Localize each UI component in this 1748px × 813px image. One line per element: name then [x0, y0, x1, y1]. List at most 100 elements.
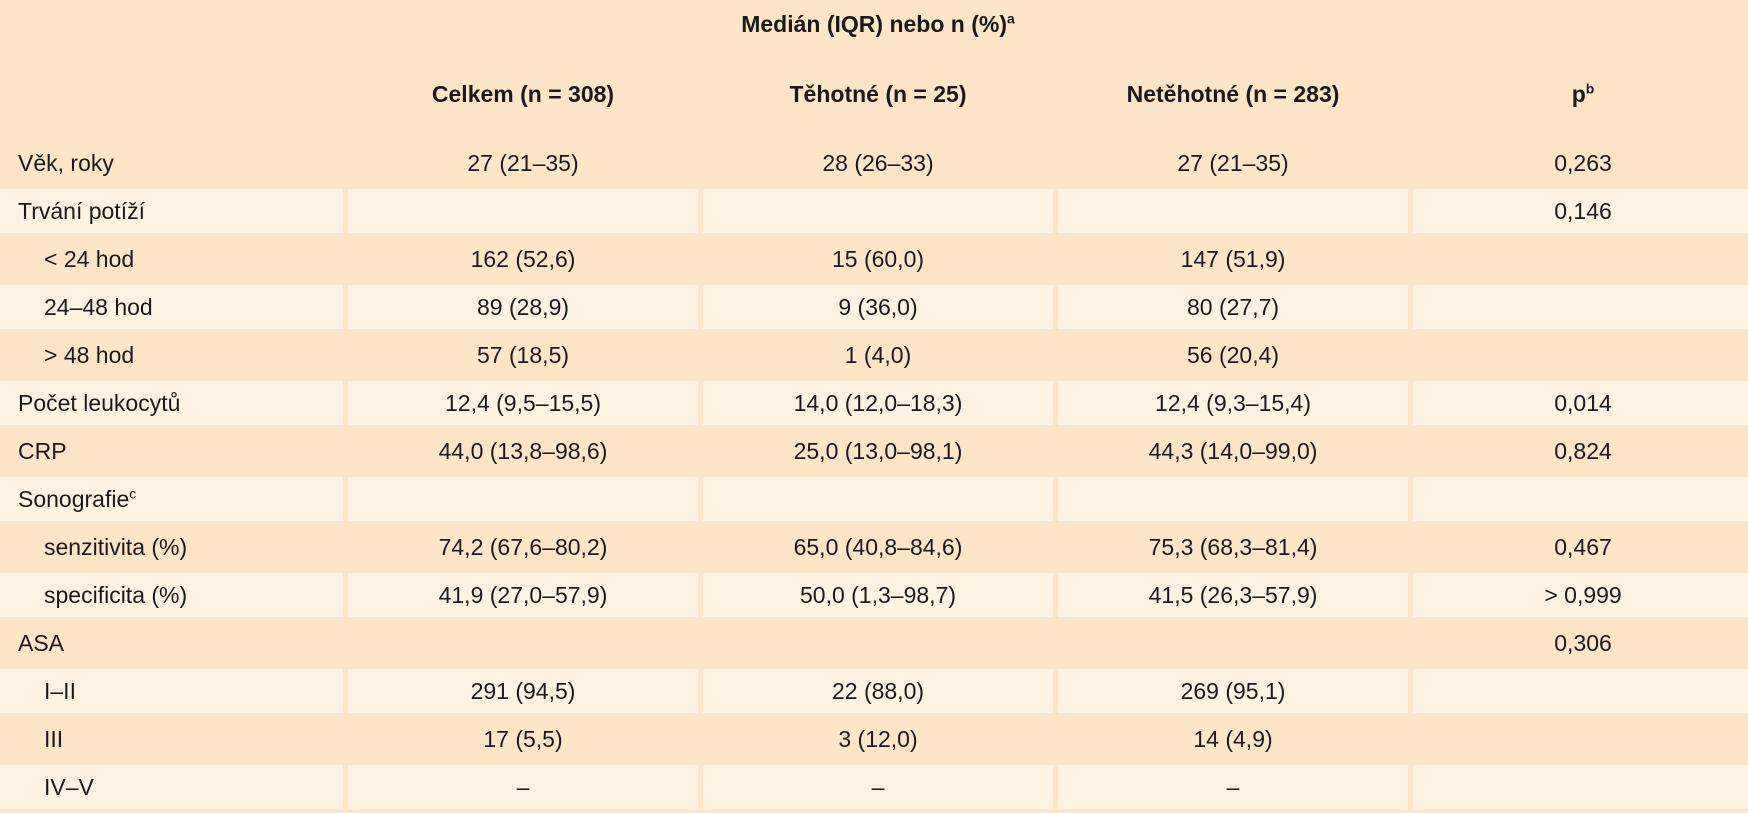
value-p-cell — [1413, 333, 1748, 377]
value-p-cell: 0,306 — [1413, 621, 1748, 665]
value-pregnant: 1 (4,0) — [844, 341, 912, 368]
value-total-cell: 57 (18,5) — [348, 333, 698, 377]
table-row: senzitivita (%) 74,2 (67,6–80,2) 65,0 (40,… — [0, 525, 1748, 569]
column-header-total-label: Celkem (n = 308) — [431, 81, 615, 107]
table-row: CRP 44,0 (13,8–98,6) 25,0 (13,0–98,1) 44,3 … — [0, 429, 1748, 473]
value-total: 12,4 (9,5–15,5) — [444, 389, 601, 416]
row-label-cell: ASA — [0, 621, 343, 665]
value-nonpregnant: 269 (95,1) — [1180, 677, 1286, 704]
table-row: Věk, roky 27 (21–35) 28 (26–33) 27 (21–35) 0… — [0, 141, 1748, 185]
value-pregnant: 65,0 (40,8–84,6) — [793, 533, 963, 560]
value-pregnant-cell: 50,0 (1,3–98,7) — [703, 573, 1053, 617]
value-nonpregnant-cell: 80 (27,7) — [1058, 285, 1409, 329]
value-nonpregnant-cell: 56 (20,4) — [1058, 333, 1409, 377]
value-nonpregnant-cell: 75,3 (68,3–81,4) — [1058, 525, 1409, 569]
value-nonpregnant-cell: 27 (21–35) — [1058, 141, 1409, 185]
value-pregnant-cell: 14,0 (12,0–18,3) — [703, 381, 1053, 425]
value-total: 74,2 (67,6–80,2) — [438, 533, 608, 560]
value-p: > 0,999 — [1544, 581, 1622, 608]
value-total-cell: 12,4 (9,5–15,5) — [348, 381, 698, 425]
value-total-cell: 291 (94,5) — [348, 669, 698, 713]
value-nonpregnant: 12,4 (9,3–15,4) — [1155, 389, 1312, 416]
row-label-cell: Trvání potíží — [0, 189, 343, 233]
table-row: IV–V – – – — [0, 765, 1748, 809]
value-nonpregnant: 80 (27,7) — [1186, 293, 1280, 320]
value-total: – — [516, 773, 530, 800]
row-label: 24–48 hod — [44, 293, 153, 320]
value-p-cell: 0,014 — [1413, 381, 1748, 425]
value-pregnant-cell: 9 (36,0) — [703, 285, 1053, 329]
value-p-cell — [1413, 477, 1748, 521]
row-label: III — [44, 725, 64, 752]
value-total: 89 (28,9) — [476, 293, 570, 320]
group-header-row: Medián (IQR) nebo n (%)a — [0, 0, 1748, 48]
row-label-cell: > 48 hod — [0, 333, 343, 377]
value-pregnant: 14,0 (12,0–18,3) — [793, 389, 963, 416]
value-pregnant-cell: 1 (4,0) — [703, 333, 1053, 377]
value-pregnant: 3 (12,0) — [838, 725, 918, 752]
value-total: 27 (21–35) — [467, 149, 579, 176]
value-pregnant-cell: 65,0 (40,8–84,6) — [703, 525, 1053, 569]
group-header-spacer-right — [1413, 0, 1748, 48]
table-body: Věk, roky 27 (21–35) 28 (26–33) 27 (21–35) 0… — [0, 141, 1748, 809]
value-p-cell — [1413, 765, 1748, 809]
table-row: specificita (%) 41,9 (27,0–57,9) 50,0 (1,3… — [0, 573, 1748, 617]
row-label: Sonografie — [18, 485, 130, 512]
row-label: > 48 hod — [44, 341, 135, 368]
row-label-cell: 24–48 hod — [0, 285, 343, 329]
value-pregnant-cell: 3 (12,0) — [703, 717, 1053, 761]
value-total-cell: 74,2 (67,6–80,2) — [348, 525, 698, 569]
value-p: 0,263 — [1554, 149, 1612, 176]
column-header-p-sup: b — [1585, 80, 1595, 97]
group-header-title-sup: a — [1007, 9, 1015, 26]
row-label-cell: I–II — [0, 669, 343, 713]
value-pregnant-cell — [703, 621, 1053, 665]
row-label: senzitivita (%) — [44, 533, 188, 560]
value-p: 0,306 — [1554, 629, 1612, 656]
table-row: Trvání potíží 0,146 — [0, 189, 1748, 233]
value-total: 291 (94,5) — [470, 677, 576, 704]
row-label-cell: IV–V — [0, 765, 343, 809]
value-total: 17 (5,5) — [483, 725, 563, 752]
value-p: 0,824 — [1554, 437, 1612, 464]
value-total-cell — [348, 189, 698, 233]
row-label-cell: Počet leukocytů — [0, 381, 343, 425]
value-p-cell: 0,146 — [1413, 189, 1748, 233]
value-nonpregnant-cell: 41,5 (26,3–57,9) — [1058, 573, 1409, 617]
group-header-title-text: Medián (IQR) nebo n (%) — [741, 10, 1007, 37]
value-p-cell — [1413, 285, 1748, 329]
row-label: I–II — [44, 677, 76, 704]
row-label-cell: Sonografiec — [0, 477, 343, 521]
row-label-cell: senzitivita (%) — [0, 525, 343, 569]
column-header-p-label: p — [1571, 81, 1586, 107]
value-pregnant: 50,0 (1,3–98,7) — [799, 581, 956, 608]
table-row: Počet leukocytů 12,4 (9,5–15,5) 14,0 (12,0… — [0, 381, 1748, 425]
value-p-cell — [1413, 237, 1748, 281]
table-row: I–II 291 (94,5) 22 (88,0) 269 (95,1) — [0, 669, 1748, 713]
row-label-cell: CRP — [0, 429, 343, 473]
column-header-p: pb — [1413, 52, 1748, 137]
value-pregnant: 15 (60,0) — [831, 245, 925, 272]
value-pregnant-cell: 28 (26–33) — [703, 141, 1053, 185]
row-label: Věk, roky — [18, 149, 114, 176]
value-total: 41,9 (27,0–57,9) — [438, 581, 608, 608]
column-header-pregnant-label: Těhotné (n = 25) — [789, 81, 967, 107]
value-nonpregnant: 75,3 (68,3–81,4) — [1148, 533, 1318, 560]
value-total-cell: 17 (5,5) — [348, 717, 698, 761]
value-total-cell: 27 (21–35) — [348, 141, 698, 185]
value-pregnant-cell: 15 (60,0) — [703, 237, 1053, 281]
value-nonpregnant-cell: 12,4 (9,3–15,4) — [1058, 381, 1409, 425]
row-label: Trvání potíží — [18, 197, 145, 224]
value-nonpregnant: 147 (51,9) — [1180, 245, 1286, 272]
value-nonpregnant-cell: 14 (4,9) — [1058, 717, 1409, 761]
value-total: 44,0 (13,8–98,6) — [438, 437, 608, 464]
value-pregnant: 22 (88,0) — [831, 677, 925, 704]
value-p-cell: 0,824 — [1413, 429, 1748, 473]
value-total-cell: 89 (28,9) — [348, 285, 698, 329]
row-label-cell: specificita (%) — [0, 573, 343, 617]
row-label: < 24 hod — [44, 245, 135, 272]
value-total-cell — [348, 621, 698, 665]
row-label: IV–V — [44, 773, 94, 800]
value-nonpregnant: 56 (20,4) — [1186, 341, 1280, 368]
value-nonpregnant-cell: 44,3 (14,0–99,0) — [1058, 429, 1409, 473]
